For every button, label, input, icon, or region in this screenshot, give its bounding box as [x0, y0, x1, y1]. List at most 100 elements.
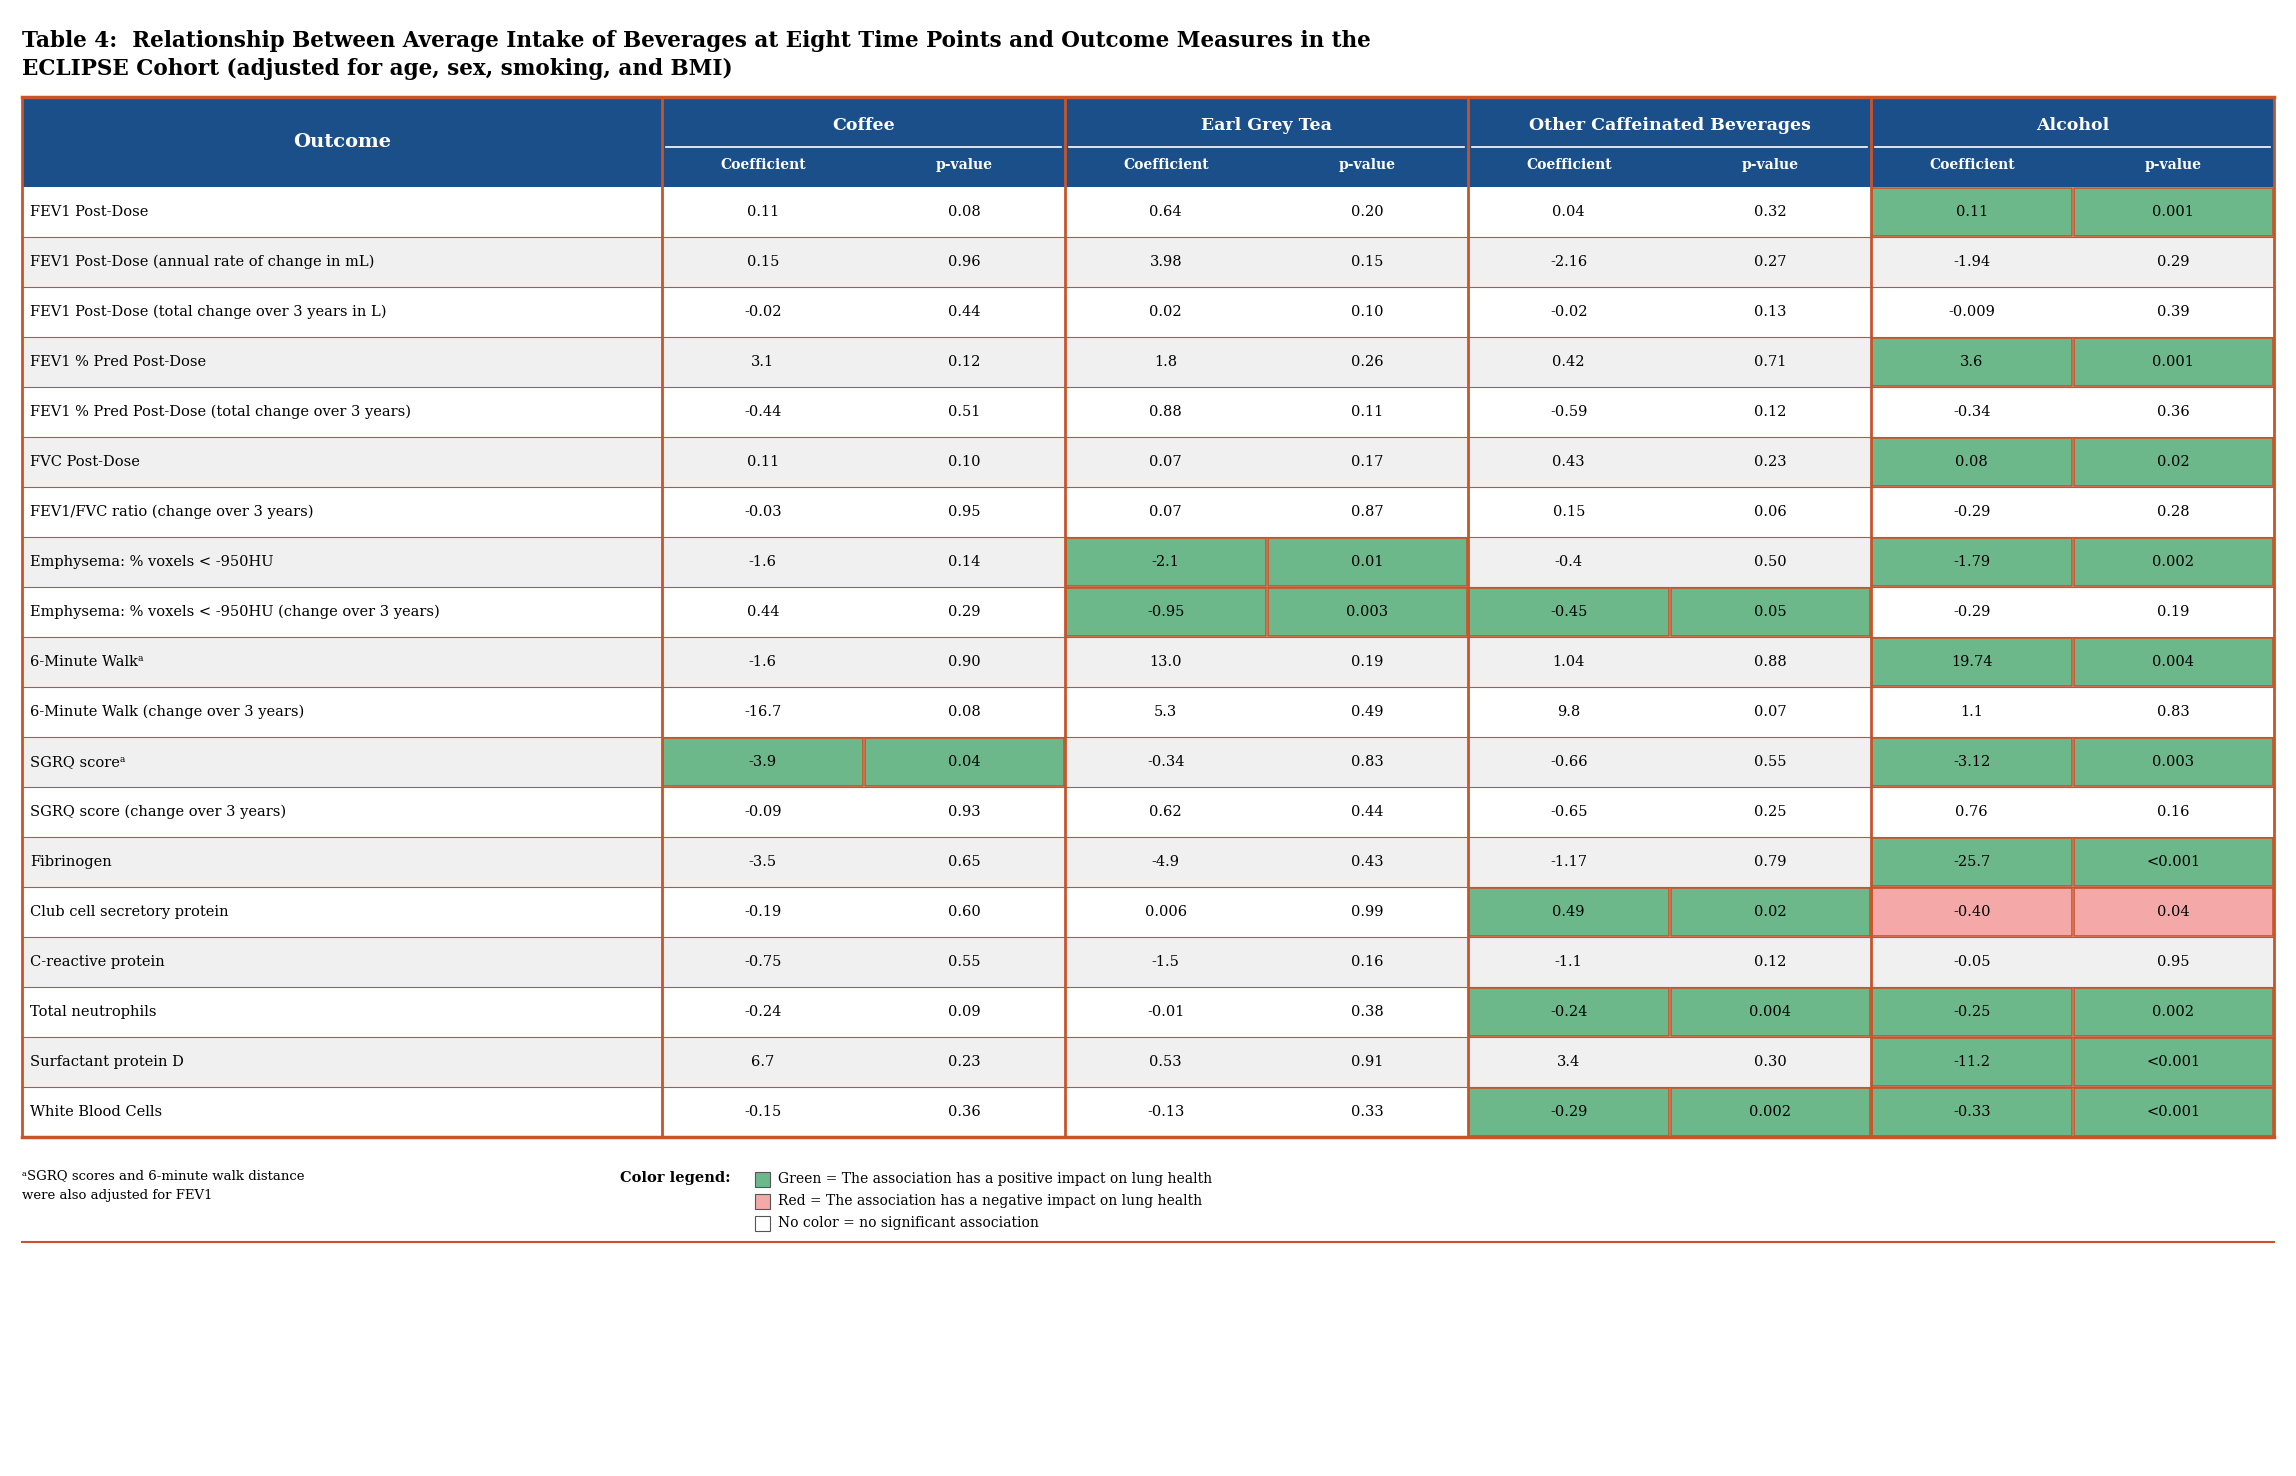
Bar — [1871, 1038, 2071, 1086]
Bar — [1871, 889, 2071, 936]
Text: -3.12: -3.12 — [1954, 756, 1991, 769]
Text: 0.29: 0.29 — [948, 605, 980, 618]
Text: -0.24: -0.24 — [1550, 1005, 1587, 1018]
Text: 0.09: 0.09 — [948, 1005, 980, 1018]
Bar — [1871, 187, 2071, 236]
Bar — [23, 587, 2273, 638]
Text: -0.95: -0.95 — [1148, 605, 1185, 618]
Text: -0.25: -0.25 — [1954, 1005, 1991, 1018]
Text: FEV1 % Pred Post-Dose: FEV1 % Pred Post-Dose — [30, 356, 207, 369]
Text: 0.42: 0.42 — [1552, 356, 1584, 369]
Text: -1.6: -1.6 — [748, 655, 776, 669]
Bar — [664, 738, 863, 787]
Text: Coefficient: Coefficient — [721, 158, 806, 173]
Text: p-value: p-value — [937, 158, 992, 173]
Text: 3.98: 3.98 — [1150, 255, 1182, 269]
Text: -2.1: -2.1 — [1153, 555, 1180, 570]
Text: 0.14: 0.14 — [948, 555, 980, 570]
Text: ECLIPSE Cohort (adjusted for age, sex, smoking, and BMI): ECLIPSE Cohort (adjusted for age, sex, s… — [23, 58, 732, 80]
Text: 0.08: 0.08 — [948, 706, 980, 719]
Bar — [23, 686, 2273, 737]
Text: FEV1 Post-Dose: FEV1 Post-Dose — [30, 205, 149, 218]
Text: p-value: p-value — [2144, 158, 2202, 173]
Bar — [1871, 738, 2071, 787]
Text: 0.28: 0.28 — [2156, 505, 2190, 520]
Text: -0.05: -0.05 — [1954, 955, 1991, 970]
Text: -0.02: -0.02 — [744, 306, 781, 319]
Text: 0.19: 0.19 — [1350, 655, 1384, 669]
Text: 0.62: 0.62 — [1150, 804, 1182, 819]
Text: 0.002: 0.002 — [1750, 1106, 1791, 1119]
Text: Coefficient: Coefficient — [1123, 158, 1208, 173]
Text: 0.60: 0.60 — [948, 905, 980, 920]
Text: 0.11: 0.11 — [746, 205, 778, 218]
Text: 0.95: 0.95 — [948, 505, 980, 520]
Bar — [1469, 889, 1669, 936]
Text: 0.12: 0.12 — [1754, 404, 1786, 419]
Bar — [2073, 838, 2273, 886]
Bar — [1065, 587, 1265, 636]
Bar — [23, 837, 2273, 887]
Text: 0.90: 0.90 — [948, 655, 980, 669]
Text: 0.49: 0.49 — [1552, 905, 1584, 920]
Bar — [23, 537, 2273, 587]
Text: SGRQ score (change over 3 years): SGRQ score (change over 3 years) — [30, 804, 287, 819]
Bar — [2073, 638, 2273, 686]
Bar — [2073, 187, 2273, 236]
Text: 0.43: 0.43 — [1350, 855, 1384, 869]
Bar — [2073, 1088, 2273, 1137]
Bar — [1871, 338, 2071, 387]
Text: 0.26: 0.26 — [1350, 356, 1384, 369]
Bar — [1871, 1038, 2071, 1086]
Text: -0.03: -0.03 — [744, 505, 781, 520]
Text: 19.74: 19.74 — [1952, 655, 1993, 669]
Text: 0.04: 0.04 — [948, 756, 980, 769]
Text: Outcome: Outcome — [294, 133, 390, 151]
Text: FEV1 Post-Dose (total change over 3 years in L): FEV1 Post-Dose (total change over 3 year… — [30, 306, 386, 319]
Bar — [1671, 587, 1869, 636]
Text: Surfactant protein D: Surfactant protein D — [30, 1055, 184, 1069]
Bar — [1469, 587, 1669, 636]
Bar — [23, 387, 2273, 437]
Text: Emphysema: % voxels < -950HU: Emphysema: % voxels < -950HU — [30, 555, 273, 570]
Text: 0.02: 0.02 — [2156, 455, 2190, 469]
Bar — [1065, 537, 1265, 586]
Text: 0.10: 0.10 — [1350, 306, 1384, 319]
Text: 1.04: 1.04 — [1552, 655, 1584, 669]
Text: 0.91: 0.91 — [1350, 1055, 1384, 1069]
Text: 0.79: 0.79 — [1754, 855, 1786, 869]
Text: 0.15: 0.15 — [1552, 505, 1584, 520]
Text: 0.39: 0.39 — [2156, 306, 2190, 319]
Text: 0.65: 0.65 — [948, 855, 980, 869]
Text: 0.19: 0.19 — [2156, 605, 2190, 618]
Text: FVC Post-Dose: FVC Post-Dose — [30, 455, 140, 469]
Text: 0.44: 0.44 — [948, 306, 980, 319]
Bar — [1871, 987, 2071, 1036]
Text: 9.8: 9.8 — [1557, 706, 1580, 719]
Text: Fibrinogen: Fibrinogen — [30, 855, 113, 869]
Text: -0.02: -0.02 — [1550, 306, 1587, 319]
Text: Red = The association has a negative impact on lung health: Red = The association has a negative imp… — [778, 1194, 1203, 1209]
Text: No color = no significant association: No color = no significant association — [778, 1216, 1038, 1231]
Text: 0.004: 0.004 — [2151, 655, 2195, 669]
Text: 0.04: 0.04 — [1552, 205, 1584, 218]
Text: Emphysema: % voxels < -950HU (change over 3 years): Emphysema: % voxels < -950HU (change ove… — [30, 605, 441, 620]
Text: 0.20: 0.20 — [1350, 205, 1384, 218]
Text: -0.24: -0.24 — [744, 1005, 781, 1018]
Bar — [1871, 438, 2071, 486]
Text: 0.64: 0.64 — [1150, 205, 1182, 218]
Bar — [1671, 1088, 1869, 1137]
Text: 0.002: 0.002 — [2151, 555, 2195, 570]
Text: -4.9: -4.9 — [1153, 855, 1180, 869]
Text: Green = The association has a positive impact on lung health: Green = The association has a positive i… — [778, 1172, 1212, 1187]
Bar — [1871, 537, 2071, 586]
Bar — [1671, 889, 1869, 936]
Bar — [1671, 987, 1869, 1036]
Bar — [23, 987, 2273, 1038]
Text: 0.02: 0.02 — [1150, 306, 1182, 319]
Bar — [755, 1194, 769, 1209]
Text: 0.08: 0.08 — [948, 205, 980, 218]
Bar — [1267, 587, 1467, 636]
Bar — [2073, 338, 2273, 387]
Text: 1.8: 1.8 — [1155, 356, 1178, 369]
